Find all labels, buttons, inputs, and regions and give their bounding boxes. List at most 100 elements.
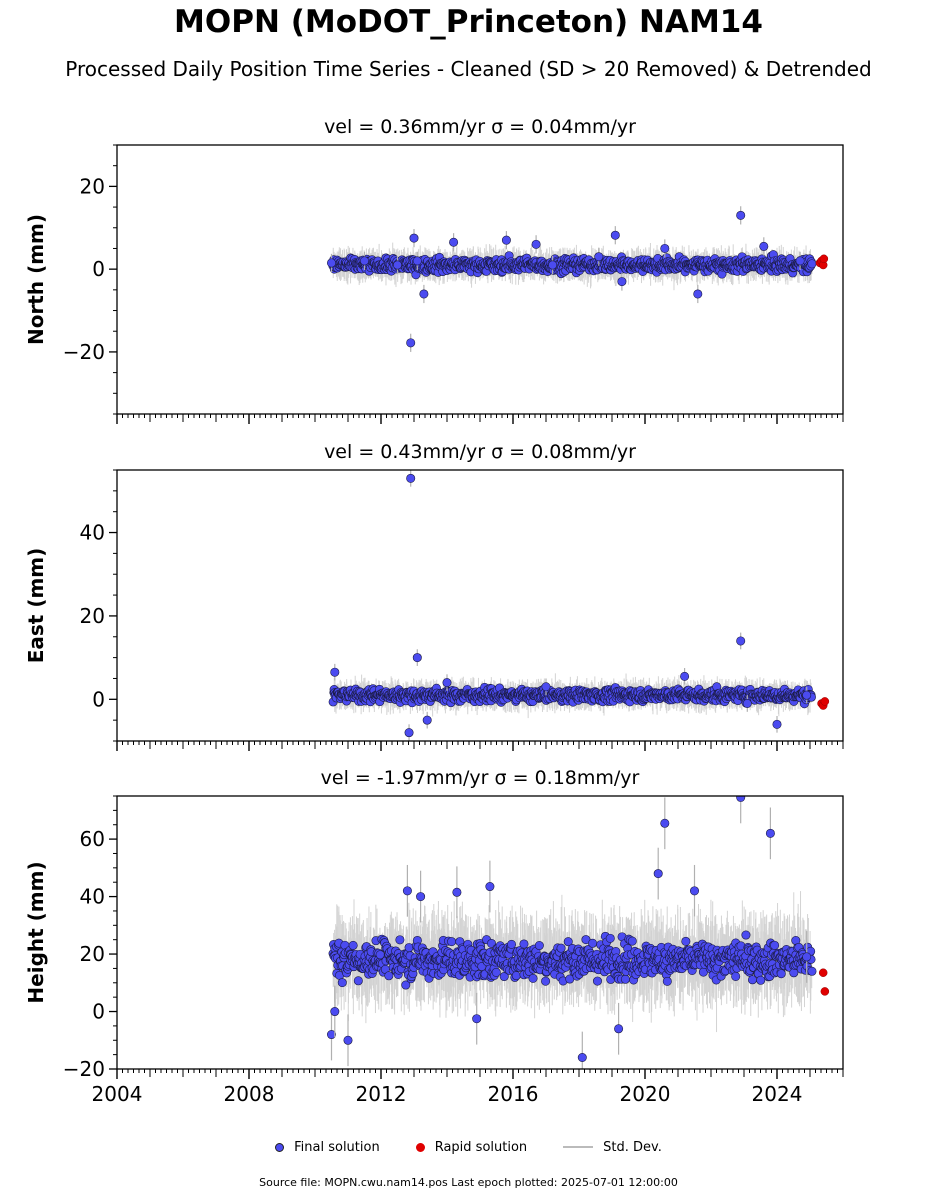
final-solution-point: [693, 289, 703, 299]
panel-title-east: vel = 0.43mm/yr σ = 0.08mm/yr: [324, 441, 636, 463]
x-tick-label: 2016: [488, 1082, 539, 1106]
y-tick-label: 0: [92, 257, 105, 281]
final-solution-point: [689, 886, 699, 896]
final-solution-point: [617, 277, 627, 287]
final-solution-point: [802, 952, 812, 962]
x-tick-label: 2008: [224, 1082, 275, 1106]
legend-final-marker: [275, 1142, 285, 1152]
chart-subtitle: Processed Daily Position Time Series - C…: [65, 57, 872, 81]
source-footer: Source file: MOPN.cwu.nam14.pos Last epo…: [259, 1176, 678, 1189]
final-solution-point: [472, 1014, 482, 1024]
final-solution-point: [742, 698, 752, 708]
final-solution-point: [409, 233, 419, 243]
final-solution-point: [406, 338, 416, 348]
final-solution-point: [452, 887, 462, 897]
final-solution-point: [802, 690, 812, 700]
final-solution-point: [531, 239, 541, 249]
final-solution-point: [330, 1007, 340, 1017]
final-solution-point: [736, 636, 746, 646]
final-solution-point: [736, 796, 746, 802]
final-solution-point: [548, 260, 558, 270]
legend: Final solution Rapid solution Std. Dev.: [0, 1136, 937, 1158]
rapid-solution-point: [820, 987, 830, 996]
y-tick-label: 0: [92, 1000, 105, 1024]
panel-height: vel = -1.97mm/yr σ = 0.18mm/yr Height (mm…: [24, 767, 844, 1106]
final-solution-point: [660, 818, 670, 828]
final-solution-point: [404, 728, 414, 738]
final-solution-point: [594, 252, 604, 262]
series-final-east: [330, 470, 812, 741]
y-axis-label-north: North (mm): [24, 214, 48, 345]
plot-area-height: [326, 796, 830, 1069]
x-tick-label: 2012: [356, 1082, 407, 1106]
y-tick-label: 20: [80, 174, 105, 198]
rapid-solution-point: [819, 254, 829, 264]
x-tick-label: 2004: [92, 1082, 143, 1106]
final-solution-point: [610, 230, 620, 240]
y-tick-label: −20: [63, 340, 105, 364]
rapid-solution-point: [818, 968, 828, 977]
final-solution-point: [653, 869, 663, 879]
panel-title-height: vel = -1.97mm/yr σ = 0.18mm/yr: [321, 767, 640, 789]
panel-title-north: vel = 0.36mm/yr σ = 0.04mm/yr: [324, 116, 636, 138]
legend-final-label: Final solution: [294, 1139, 380, 1155]
final-solution-point: [343, 1035, 353, 1045]
legend-rapid-marker: [415, 1142, 425, 1152]
plot-area-north: [326, 206, 829, 352]
y-tick-label: 40: [80, 885, 105, 909]
final-solution-point: [772, 719, 782, 729]
series-rapid-height: [818, 968, 830, 996]
legend-std-label: Std. Dev.: [603, 1139, 662, 1155]
y-tick-label: 20: [80, 942, 105, 966]
y-tick-label: 0: [92, 687, 105, 711]
y-tick-label: −20: [63, 1057, 105, 1081]
final-solution-point: [442, 678, 452, 688]
series-final-height: [326, 796, 812, 1069]
legend-item-std: Std. Dev.: [563, 1140, 662, 1155]
legend-item-rapid: Rapid solution: [415, 1140, 527, 1155]
legend-std-marker: [563, 1146, 594, 1148]
final-solution-cloud-height: [328, 930, 817, 990]
x-tick-label: 2024: [752, 1082, 803, 1106]
y-axis-label-height: Height (mm): [24, 861, 48, 1003]
panel-north: vel = 0.36mm/yr σ = 0.04mm/yr North (mm)−…: [24, 116, 844, 424]
final-solution-point: [541, 682, 551, 692]
final-solution-point: [326, 1030, 336, 1040]
final-solution-point: [577, 1053, 587, 1063]
final-solution-point: [736, 210, 746, 220]
rapid-solution-point: [820, 697, 830, 706]
series-rapid-north: [815, 254, 829, 270]
final-solution-point: [795, 256, 805, 266]
final-solution-point: [660, 243, 670, 253]
chart-title: MOPN (MoDOT_Princeton) NAM14: [174, 4, 763, 40]
final-solution-point: [412, 256, 422, 266]
series-rapid-east: [817, 697, 830, 710]
plot-area-east: [328, 470, 830, 741]
final-solution-point: [449, 237, 459, 247]
final-solution-point: [614, 1024, 624, 1034]
panel-east: vel = 0.43mm/yr σ = 0.08mm/yr East (mm) 0 2…: [24, 441, 844, 751]
final-solution-point: [485, 882, 495, 892]
final-solution-point: [765, 828, 775, 838]
y-tick-label: 60: [80, 827, 105, 851]
final-solution-point: [419, 289, 429, 299]
final-solution-point: [412, 653, 422, 663]
series-final-north: [326, 206, 805, 352]
y-tick-label: 40: [80, 521, 105, 545]
final-solution-point: [422, 715, 432, 725]
final-solution-point: [330, 667, 340, 677]
final-solution-point: [392, 260, 402, 270]
final-solution-point: [406, 473, 416, 483]
final-solution-point: [359, 256, 369, 266]
y-axis-label-east: East (mm): [24, 548, 48, 664]
final-solution-point: [680, 671, 690, 681]
final-solution-point: [501, 235, 511, 245]
final-solution-point: [759, 241, 769, 251]
y-tick-label: 20: [80, 604, 105, 628]
final-solution-point: [326, 258, 336, 268]
final-solution-point: [402, 886, 412, 896]
x-tick-label: 2020: [620, 1082, 671, 1106]
legend-item-final: Final solution: [275, 1140, 380, 1155]
final-solution-point: [416, 892, 426, 902]
